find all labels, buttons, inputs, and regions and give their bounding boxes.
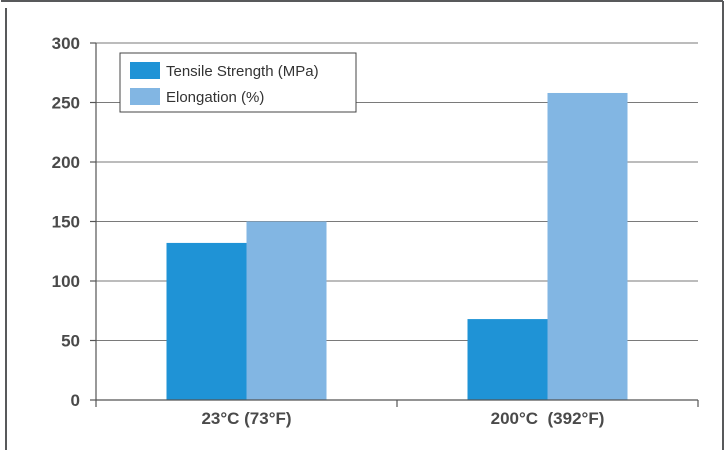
bar-elongation-cat-0: [246, 221, 327, 400]
y-tick-label-100: 100: [52, 272, 80, 291]
y-tick-label-250: 250: [52, 94, 80, 113]
legend-swatch-tensile-strength: [130, 62, 160, 79]
bars: [166, 92, 628, 400]
x-axis: 23°C (73°F) 200°C (392°F): [95, 399, 699, 428]
x-category-label-1: 200°C (392°F): [491, 409, 605, 428]
y-tick-label-200: 200: [52, 153, 80, 172]
legend-label-elongation: Elongation (%): [166, 89, 264, 106]
legend-label-tensile-strength: Tensile Strength (MPa): [166, 63, 319, 80]
y-tick-label-300: 300: [52, 34, 80, 53]
bar-tensile-strength-cat-1: [467, 319, 548, 400]
y-tick-label-150: 150: [52, 213, 80, 232]
x-category-label-0: 23°C (73°F): [201, 409, 291, 428]
y-tick-label-50: 50: [61, 332, 80, 351]
bar-elongation-cat-1: [547, 92, 628, 400]
y-tick-label-0: 0: [71, 391, 80, 410]
y-axis-ticks: 0 50 100 150 200 250 300: [52, 34, 97, 410]
legend-swatch-elongation: [130, 88, 160, 105]
bar-tensile-strength-cat-0: [166, 242, 247, 400]
legend: Tensile Strength (MPa) Elongation (%): [119, 52, 357, 113]
